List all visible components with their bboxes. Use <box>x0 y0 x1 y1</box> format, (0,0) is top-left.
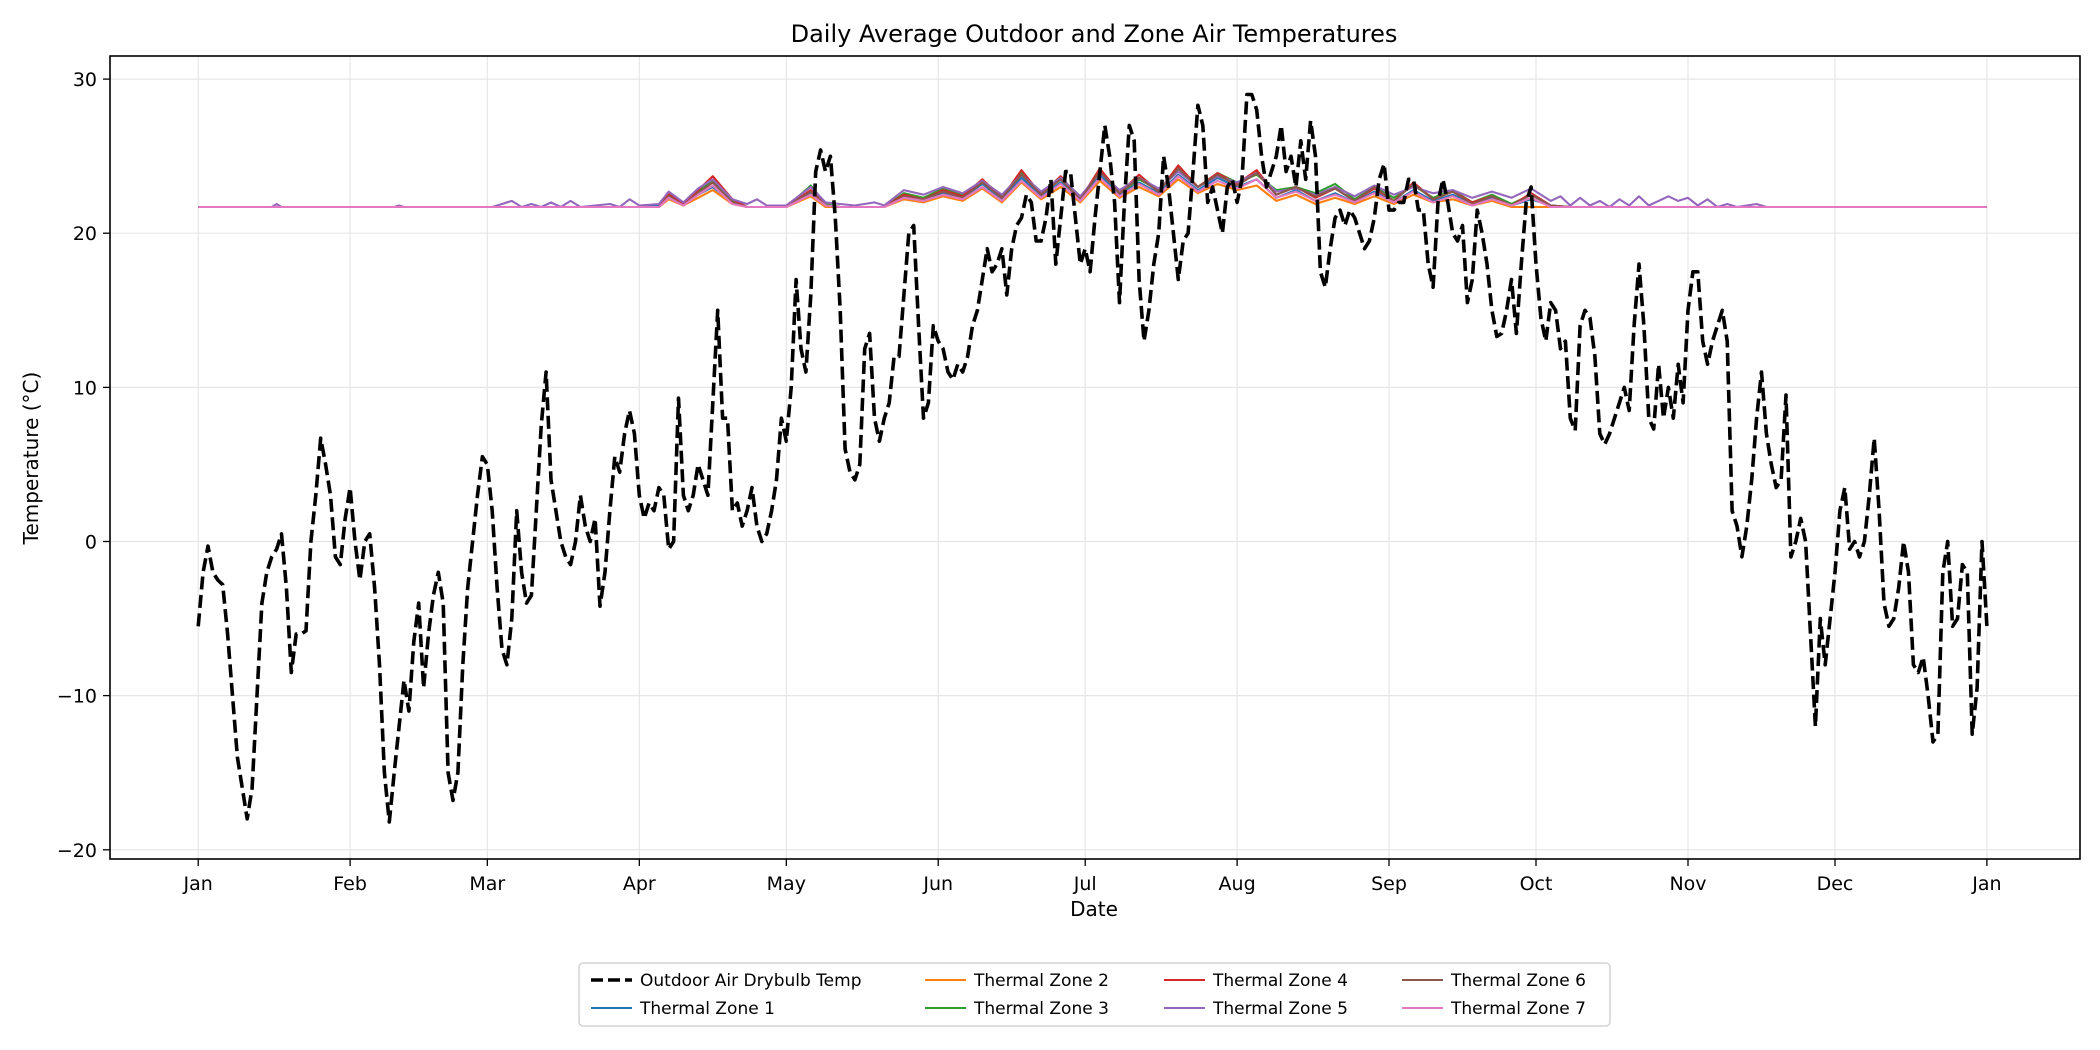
series-layer <box>196 92 1989 824</box>
x-tick-label: May <box>767 873 806 895</box>
legend: Outdoor Air Drybulb Temp Thermal Zone 1 Th… <box>578 962 1611 1027</box>
y-axis: −20 −10 0 10 20 30 <box>57 69 110 862</box>
y-tick-label: −10 <box>57 686 97 708</box>
x-tick-label: Oct <box>1520 873 1553 895</box>
x-tick-label: Feb <box>333 873 367 895</box>
x-axis: Jan Feb Mar Apr May Jun Jul Aug Sep Oct Nov Dec Jan <box>183 859 2002 895</box>
x-tick-label: Sep <box>1371 873 1407 895</box>
y-tick-label: 20 <box>73 223 97 245</box>
legend-label-7: Thermal Zone 7 <box>1450 999 1586 1019</box>
legend-box <box>578 962 1611 1027</box>
series-line-0 <box>196 92 1989 824</box>
legend-label-3: Thermal Zone 3 <box>973 999 1109 1019</box>
legend-label-5: Thermal Zone 5 <box>1212 999 1348 1019</box>
plot-frame <box>109 55 2081 860</box>
x-tick-label: Jun <box>922 873 953 895</box>
x-tick-label: Apr <box>623 873 656 895</box>
x-axis-label: Date <box>1070 897 1118 921</box>
y-tick-label: 30 <box>73 69 97 91</box>
y-tick-label: −20 <box>57 840 97 862</box>
chart-title: Daily Average Outdoor and Zone Air Tempe… <box>791 20 1398 48</box>
x-tick-label: Dec <box>1817 873 1854 895</box>
x-tick-label: Nov <box>1669 873 1706 895</box>
y-tick-label: 10 <box>73 377 97 399</box>
y-tick-label: 0 <box>85 532 97 554</box>
legend-label-2: Thermal Zone 2 <box>973 971 1109 991</box>
series-line-5 <box>198 170 1987 209</box>
x-tick-label: Jul <box>1073 873 1097 895</box>
x-tick-label: Jan <box>1971 873 2001 895</box>
legend-label-4: Thermal Zone 4 <box>1212 971 1348 991</box>
y-axis-label: Temperature (°C) <box>19 372 43 546</box>
x-tick-label: Jan <box>183 873 213 895</box>
x-tick-label: Mar <box>469 873 505 895</box>
legend-label-0: Outdoor Air Drybulb Temp <box>640 971 861 991</box>
legend-label-6: Thermal Zone 6 <box>1450 971 1586 991</box>
x-tick-label: Aug <box>1219 873 1256 895</box>
legend-label-1: Thermal Zone 1 <box>639 999 775 1019</box>
